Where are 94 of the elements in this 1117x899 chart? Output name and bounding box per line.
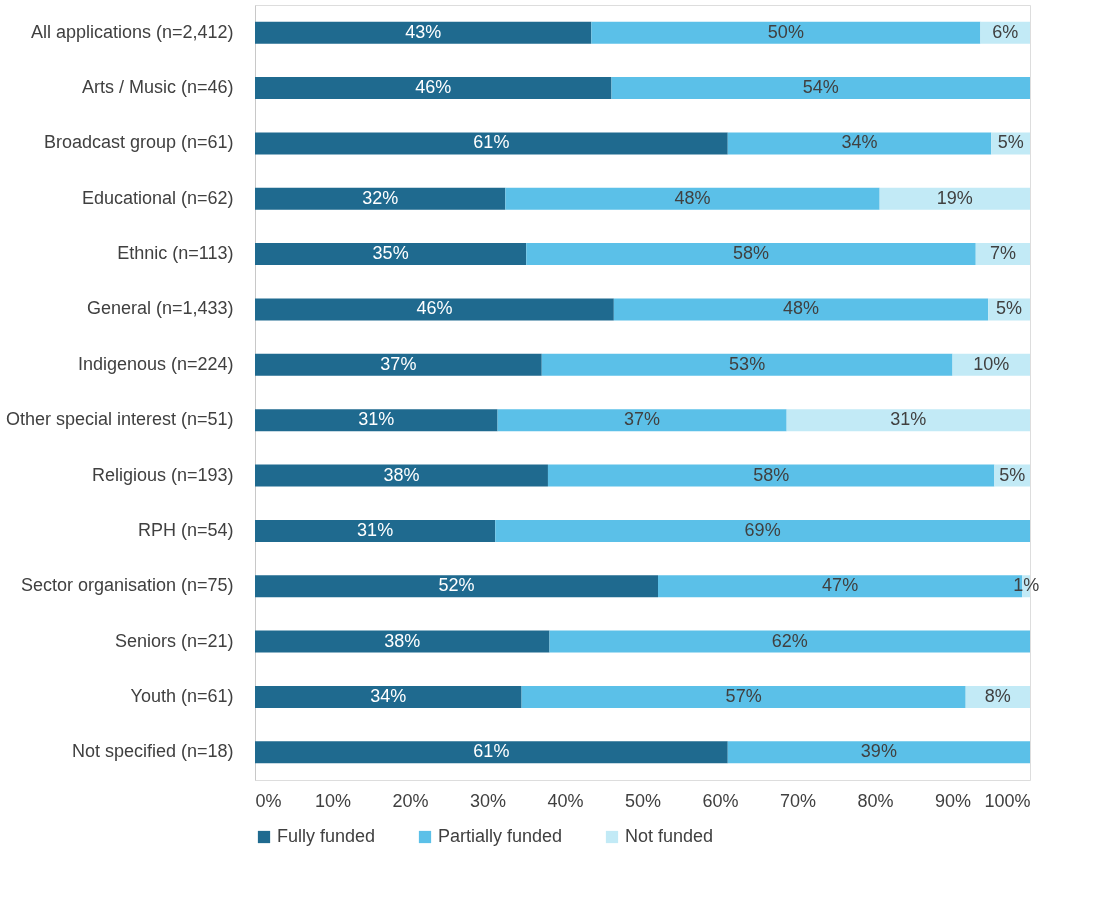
data-label: 47% xyxy=(822,575,859,596)
data-label: 39% xyxy=(860,741,897,762)
data-label: 61% xyxy=(473,741,510,762)
data-label: 5% xyxy=(999,464,1026,485)
y-tick-label: Ethnic (n=113) xyxy=(117,243,234,264)
data-label: 7% xyxy=(989,243,1016,264)
data-label: 19% xyxy=(936,187,973,208)
y-tick-label: Arts / Music (n=46) xyxy=(81,77,234,98)
data-label: 53% xyxy=(729,353,766,374)
data-label: 31% xyxy=(357,519,394,540)
x-tick-label: 50% xyxy=(624,790,662,811)
y-tick-label: Youth (n=61) xyxy=(130,685,234,706)
data-label: 34% xyxy=(370,685,407,706)
bar xyxy=(255,298,614,321)
data-label: 52% xyxy=(438,575,475,596)
bar xyxy=(497,409,787,432)
bar xyxy=(879,187,1030,210)
legend-label: Fully funded xyxy=(277,826,376,846)
data-label: 34% xyxy=(841,132,878,153)
bar xyxy=(727,741,1030,764)
y-tick-label: Seniors (n=21) xyxy=(114,630,234,651)
bar xyxy=(547,464,995,487)
y-tick-label: Educational (n=62) xyxy=(81,187,234,208)
data-label: 5% xyxy=(996,298,1023,319)
bar xyxy=(255,464,548,487)
data-label: 35% xyxy=(372,243,409,264)
y-tick-label: Indigenous (n=224) xyxy=(77,353,234,374)
data-label: 58% xyxy=(753,464,790,485)
data-label: 62% xyxy=(771,630,808,651)
y-tick-label: General (n=1,433) xyxy=(86,298,234,319)
legend-label: Not funded xyxy=(625,826,714,846)
bar xyxy=(786,409,1030,432)
bar xyxy=(541,353,953,376)
bar xyxy=(526,243,976,266)
x-tick-label: 20% xyxy=(392,790,429,811)
y-tick-label: RPH (n=54) xyxy=(137,519,234,540)
data-label: 37% xyxy=(624,409,661,430)
x-tick-label: 30% xyxy=(469,790,507,811)
bar xyxy=(255,132,728,155)
y-tick-label: Other special interest (n=51) xyxy=(5,409,234,430)
x-tick-label: 10% xyxy=(314,790,352,811)
data-label: 31% xyxy=(358,409,395,430)
data-label: 54% xyxy=(802,77,839,98)
bar xyxy=(255,21,592,44)
bar xyxy=(613,298,989,321)
bar xyxy=(255,519,496,542)
bar xyxy=(255,353,542,376)
bar xyxy=(255,575,658,598)
bar xyxy=(255,685,522,708)
data-label: 43% xyxy=(405,21,442,42)
data-label: 10% xyxy=(973,353,1010,374)
data-label: 31% xyxy=(890,409,927,430)
bar xyxy=(255,187,506,210)
data-label: 6% xyxy=(992,21,1019,42)
data-label: 37% xyxy=(380,353,417,374)
data-label: 50% xyxy=(767,21,804,42)
bar xyxy=(727,132,992,155)
x-tick-label: 0% xyxy=(255,790,282,811)
data-label: 69% xyxy=(744,519,781,540)
bar xyxy=(495,519,1030,542)
x-tick-label: 70% xyxy=(779,790,817,811)
data-label: 38% xyxy=(384,630,421,651)
y-tick-label: Religious (n=193) xyxy=(91,464,234,485)
bar xyxy=(549,630,1030,653)
data-label: 61% xyxy=(473,132,510,153)
bar xyxy=(255,243,527,266)
x-tick-label: 40% xyxy=(547,790,584,811)
bar xyxy=(521,685,966,708)
bar xyxy=(255,409,498,432)
data-label: 48% xyxy=(782,298,819,319)
data-label: 58% xyxy=(732,243,770,264)
x-tick-label: 60% xyxy=(702,790,739,811)
y-tick-label: All applications (n=2,412) xyxy=(30,21,234,42)
data-label: 8% xyxy=(984,685,1011,706)
x-tick-label: 90% xyxy=(934,790,972,811)
bar xyxy=(611,77,1030,100)
bar xyxy=(255,741,728,764)
x-tick-label: 80% xyxy=(857,790,894,811)
legend-label: Partially funded xyxy=(438,826,563,846)
bar xyxy=(505,187,880,210)
data-label: 57% xyxy=(725,685,762,706)
data-label: 38% xyxy=(383,464,420,485)
data-label: 46% xyxy=(416,298,453,319)
data-label: 5% xyxy=(997,132,1024,153)
x-tick-label: 100% xyxy=(984,790,1031,811)
bar xyxy=(255,630,550,653)
data-label: 46% xyxy=(415,77,452,98)
y-tick-label: Broadcast group (n=61) xyxy=(43,132,234,153)
y-tick-label: Sector organisation (n=75) xyxy=(20,575,234,596)
data-label: 48% xyxy=(674,187,711,208)
y-tick-label: Not specified (n=18) xyxy=(71,741,234,762)
data-label: 32% xyxy=(362,187,399,208)
bar xyxy=(255,77,612,100)
bar xyxy=(591,21,981,44)
